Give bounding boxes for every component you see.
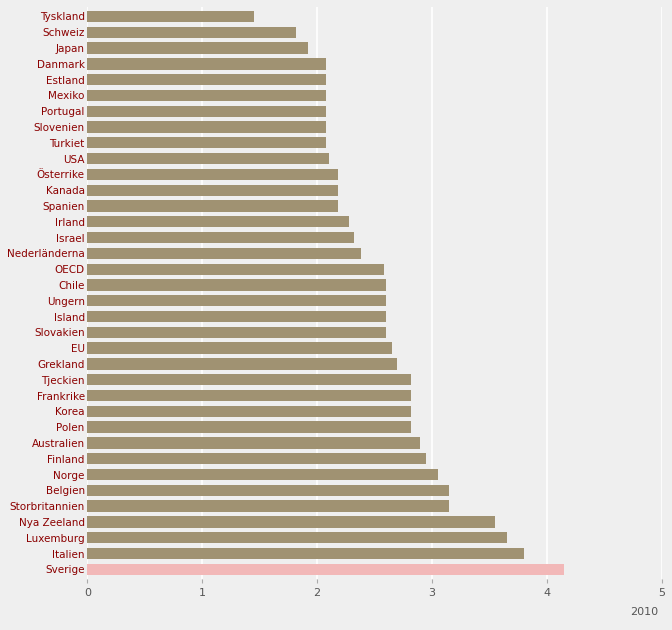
Bar (87, 216, 349, 227)
Bar (87, 311, 386, 323)
Bar (87, 122, 327, 133)
Bar (87, 453, 426, 464)
Bar (87, 532, 507, 544)
Bar (87, 390, 411, 401)
Bar (87, 26, 296, 38)
Bar (87, 564, 564, 575)
Bar (87, 74, 327, 85)
Bar (87, 327, 386, 338)
Bar (87, 200, 338, 212)
Bar (87, 484, 449, 496)
Bar (87, 437, 421, 449)
Bar (87, 89, 327, 101)
Text: 2010: 2010 (630, 607, 659, 617)
Bar (87, 137, 327, 149)
Bar (87, 11, 254, 22)
Bar (87, 421, 411, 433)
Bar (87, 358, 397, 370)
Bar (87, 343, 392, 354)
Bar (87, 374, 411, 386)
Bar (87, 279, 386, 290)
Bar (87, 406, 411, 417)
Bar (87, 263, 384, 275)
Bar (87, 153, 329, 164)
Bar (87, 58, 327, 69)
Bar (87, 105, 327, 117)
Bar (87, 295, 386, 306)
Bar (87, 169, 338, 180)
Bar (87, 500, 449, 512)
Bar (87, 548, 523, 559)
Bar (87, 469, 437, 480)
Bar (87, 232, 354, 243)
Bar (87, 185, 338, 196)
Bar (87, 248, 361, 259)
Bar (87, 42, 308, 54)
Bar (87, 516, 495, 528)
